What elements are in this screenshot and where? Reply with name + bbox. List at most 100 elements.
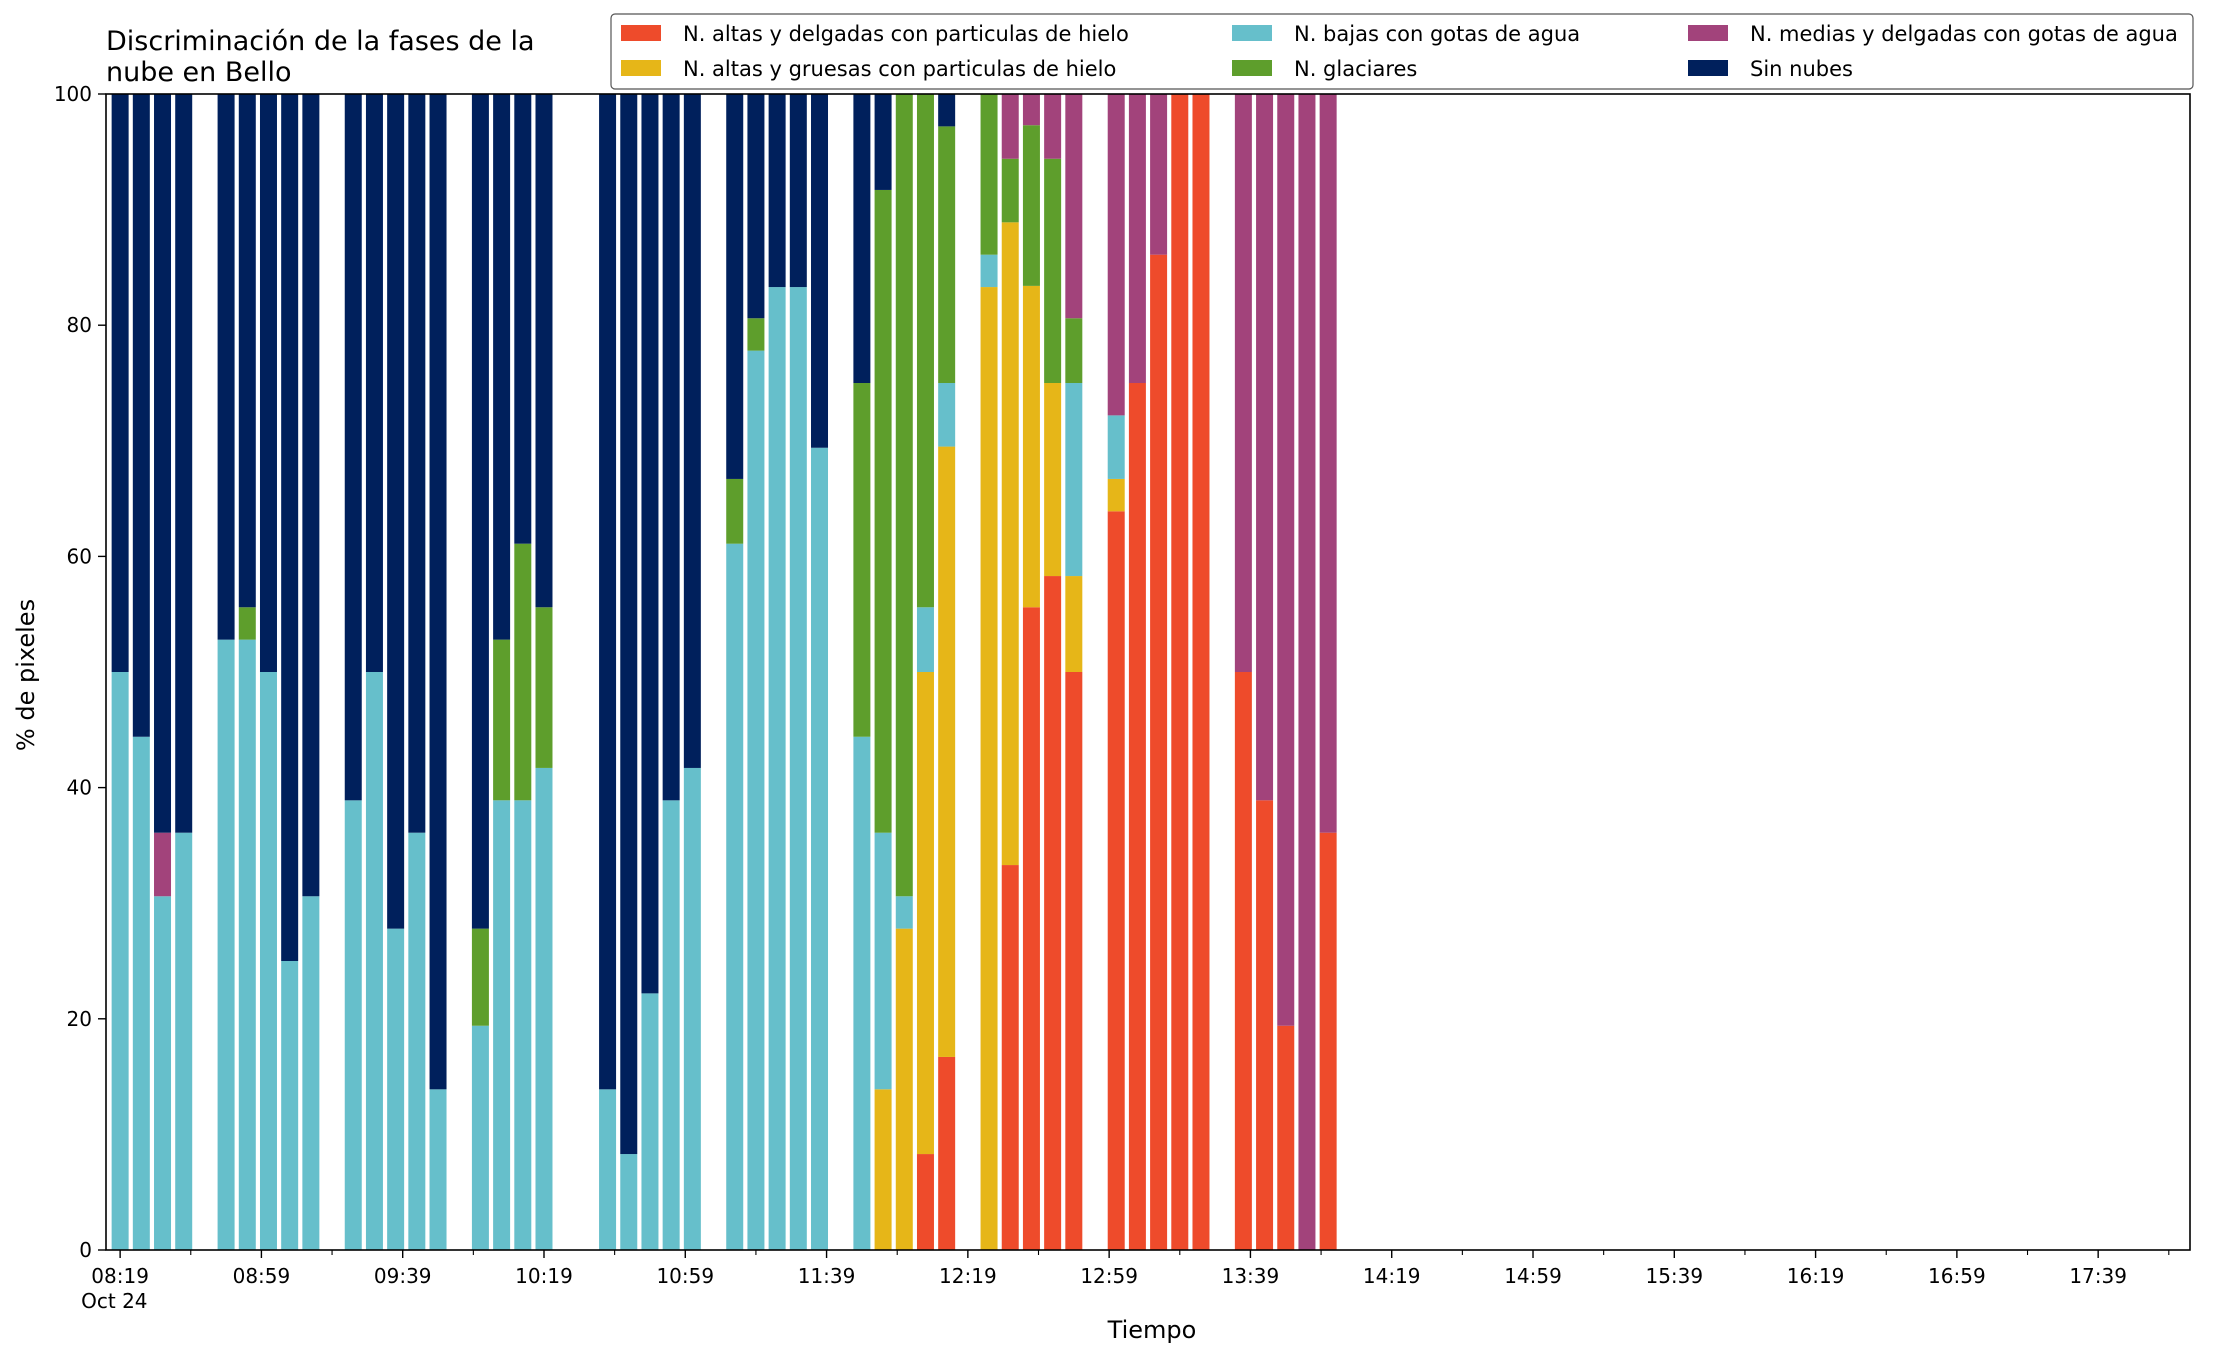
x-tick-label: 10:19 — [515, 1264, 573, 1288]
x-tick-label: 08:59 — [233, 1264, 291, 1288]
x-tick-label: 12:19 — [939, 1264, 997, 1288]
legend-frame — [610, 13, 2194, 90]
bar-1307-high_thin_ice — [1128, 383, 1146, 1250]
bar-1213-glacier — [938, 126, 956, 384]
bar-1037-no_clouds — [599, 94, 617, 1090]
x-tick-label: 15:39 — [1645, 1264, 1703, 1288]
bar-0855-low_water — [238, 639, 256, 1250]
bar-1213-no_clouds — [938, 94, 956, 127]
bar-1001-no_clouds — [471, 94, 489, 929]
bar-1231-high_thin_ice — [1001, 865, 1019, 1250]
bar-1119-no_clouds — [747, 94, 765, 319]
bar-0913-no_clouds — [302, 94, 320, 897]
bar-1207-glacier — [916, 94, 934, 608]
bar-0907-low_water — [281, 961, 299, 1250]
bar-1225-low_water — [980, 254, 998, 288]
bar-0937-low_water — [387, 928, 405, 1250]
y-tick-label: 80 — [67, 313, 92, 337]
bar-1155-glacier — [874, 189, 892, 833]
bar-1249-glacier — [1065, 318, 1083, 383]
bar-1037-low_water — [599, 1089, 617, 1250]
legend-swatch-mid_thin_water — [1688, 25, 1728, 41]
bar-1001-glacier — [471, 928, 489, 1026]
bar-0837-low_water — [175, 832, 193, 1250]
x-tick-label: 13:39 — [1222, 1264, 1280, 1288]
bar-1225-high_thick_ice — [980, 287, 998, 1250]
bar-1201-glacier — [895, 94, 913, 897]
bar-0837-no_clouds — [175, 94, 193, 833]
plot-frame — [105, 93, 2191, 1251]
bar-1137-low_water — [811, 447, 829, 1250]
bar-1213-high_thick_ice — [938, 446, 956, 1057]
bar-0831-low_water — [154, 896, 172, 1250]
bar-0819-no_clouds — [111, 94, 129, 672]
bar-1019-no_clouds — [535, 94, 553, 608]
bar-1401-mid_thin_water — [1319, 94, 1337, 833]
y-tick-label: 20 — [67, 1007, 92, 1031]
bar-1231-mid_thin_water — [1001, 94, 1019, 159]
bar-1043-low_water — [620, 1154, 638, 1250]
bar-1401-high_thin_ice — [1319, 832, 1337, 1250]
bar-1149-no_clouds — [853, 94, 871, 383]
bar-1249-low_water — [1065, 383, 1083, 577]
bar-1055-low_water — [662, 800, 680, 1250]
legend: N. altas y delgadas con particulas de hi… — [610, 13, 2194, 90]
bar-1125-no_clouds — [768, 94, 786, 288]
bar-1349-mid_thin_water — [1277, 94, 1295, 1026]
bar-0943-no_clouds — [408, 94, 426, 833]
x-tick-label: 16:19 — [1787, 1264, 1845, 1288]
bar-0849-low_water — [217, 639, 235, 1250]
bar-1001-low_water — [471, 1025, 489, 1250]
bar-1149-glacier — [853, 383, 871, 737]
bar-0819-low_water — [111, 672, 129, 1250]
bar-0925-low_water — [344, 800, 362, 1250]
legend-swatch-high_thick_ice — [621, 60, 661, 76]
bar-1119-low_water — [747, 350, 765, 1250]
bar-1301-low_water — [1107, 415, 1125, 479]
y-tick-label: 40 — [67, 776, 92, 800]
x-tick-label: 09:39 — [374, 1264, 432, 1288]
bar-1155-low_water — [874, 832, 892, 1090]
bar-0831-no_clouds — [154, 94, 172, 833]
bar-1337-high_thin_ice — [1234, 672, 1252, 1250]
bar-1313-mid_thin_water — [1150, 94, 1168, 255]
bar-1313-high_thin_ice — [1150, 254, 1168, 1250]
bar-1231-glacier — [1001, 158, 1019, 223]
bar-1113-no_clouds — [726, 94, 744, 479]
y-tick-label: 0 — [79, 1238, 92, 1262]
bar-1213-high_thin_ice — [938, 1056, 956, 1250]
bar-1013-no_clouds — [514, 94, 532, 544]
bar-1249-high_thin_ice — [1065, 672, 1083, 1250]
bar-1007-low_water — [493, 800, 511, 1250]
bar-1301-mid_thin_water — [1107, 94, 1125, 416]
bar-1007-no_clouds — [493, 94, 511, 640]
bar-1207-high_thin_ice — [916, 1154, 934, 1250]
bar-1113-low_water — [726, 543, 744, 1250]
bar-0825-low_water — [132, 736, 150, 1250]
bar-0949-low_water — [429, 1089, 447, 1250]
bar-1301-high_thin_ice — [1107, 511, 1125, 1250]
bar-1049-low_water — [641, 993, 659, 1250]
legend-swatch-no_clouds — [1688, 60, 1728, 76]
bar-1007-glacier — [493, 639, 511, 801]
bar-0931-no_clouds — [365, 94, 383, 672]
x-tick-label: 10:59 — [656, 1264, 714, 1288]
bar-1201-low_water — [895, 896, 913, 929]
bar-1249-mid_thin_water — [1065, 94, 1083, 319]
x-tick-label: 12:59 — [1080, 1264, 1138, 1288]
bar-1113-glacier — [726, 478, 744, 544]
legend-label-glacier: N. glaciares — [1294, 57, 1417, 81]
bar-0943-low_water — [408, 832, 426, 1250]
x-tick-label: 17:39 — [2069, 1264, 2127, 1288]
x-tick-label: 14:59 — [1504, 1264, 1562, 1288]
bar-1237-mid_thin_water — [1022, 94, 1040, 126]
chart-title: Discriminación de la fases de la nube en … — [106, 26, 535, 88]
bar-1207-high_thick_ice — [916, 672, 934, 1155]
bar-1155-high_thick_ice — [874, 1089, 892, 1250]
bar-1155-no_clouds — [874, 94, 892, 190]
bar-1055-no_clouds — [662, 94, 680, 801]
legend-swatch-low_water — [1232, 25, 1272, 41]
bar-1337-mid_thin_water — [1234, 94, 1252, 672]
bar-1231-high_thick_ice — [1001, 222, 1019, 866]
